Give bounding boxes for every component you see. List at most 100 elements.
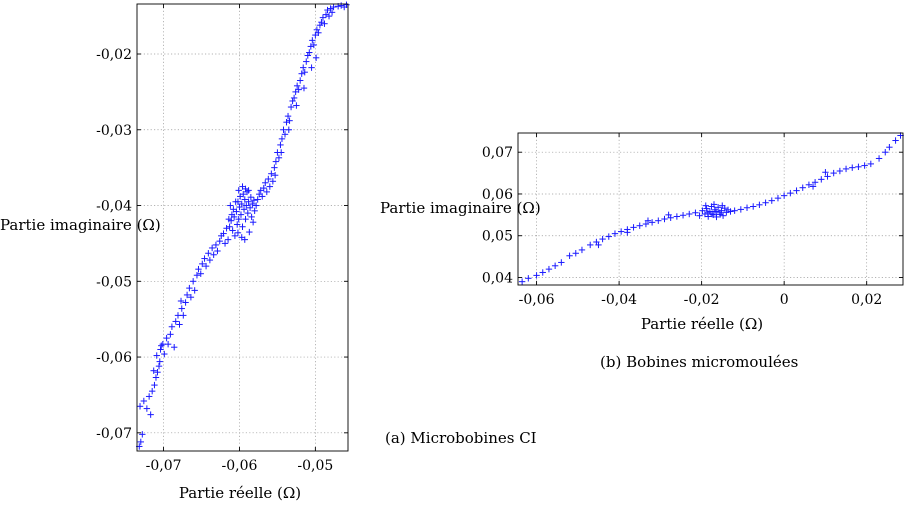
chart-b-frame [517, 132, 904, 286]
scatter-point [321, 20, 328, 27]
scatter-point [696, 212, 703, 219]
scatter-point [284, 112, 292, 120]
scatter-point [268, 170, 275, 177]
scatter-point [271, 172, 279, 179]
scatter-point [287, 103, 295, 111]
scatter-point [197, 270, 204, 277]
scatter-point [168, 323, 176, 330]
scatter-point [551, 262, 559, 269]
scatter-point [206, 256, 214, 264]
scatter-point [224, 236, 232, 243]
scatter-point [252, 202, 260, 209]
scatter-point [304, 52, 311, 59]
scatter-point [518, 278, 526, 285]
scatter-point [699, 207, 706, 214]
scatter-point [319, 14, 327, 21]
scatter-point [259, 193, 266, 200]
scatter-point [143, 405, 151, 412]
scatter-point [277, 141, 284, 149]
scatter-point [157, 346, 164, 353]
scatter-point [599, 235, 606, 243]
chart-b-xlabel: Partie réelle (Ω) [641, 315, 763, 333]
scatter-point [205, 250, 212, 257]
scatter-point [644, 217, 652, 224]
scatter-point [250, 197, 258, 204]
scatter-point [830, 169, 837, 177]
scatter-point [886, 143, 893, 151]
scatter-point [679, 212, 687, 219]
scatter-point [855, 163, 862, 171]
scatter-point [221, 240, 229, 247]
scatter-point [836, 167, 844, 175]
scatter-point [737, 206, 745, 213]
scatter-point [316, 22, 324, 29]
scatter-point [163, 334, 170, 342]
x-tick-label: -0,06 [222, 458, 258, 474]
scatter-point [187, 294, 195, 301]
scatter-point [558, 259, 565, 266]
y-tick-label: -0,05 [96, 274, 132, 290]
scatter-point [189, 278, 197, 285]
y-tick-label: -0,06 [96, 350, 132, 366]
scatter-point [216, 237, 223, 245]
y-tick-label: 0,06 [482, 187, 513, 203]
scatter-point [731, 207, 738, 214]
scatter-point [303, 58, 310, 65]
scatter-point [578, 246, 586, 254]
scatter-point [692, 209, 699, 216]
scatter-point [233, 221, 241, 228]
scatter-point [193, 272, 201, 279]
scatter-point [805, 181, 813, 188]
scatter-point [177, 297, 185, 305]
scatter-point [712, 208, 720, 215]
scatter-point [158, 342, 165, 349]
scatter-point [306, 49, 313, 56]
scatter-point [182, 299, 189, 306]
scatter-point [875, 155, 883, 162]
scatter-point [262, 179, 269, 186]
scatter-point [278, 135, 286, 143]
scatter-point [199, 260, 206, 268]
scatter-point [809, 183, 817, 190]
scatter-point [322, 11, 330, 18]
scatter-point [176, 321, 183, 328]
scatter-point [572, 250, 579, 257]
chart-b-points [518, 132, 904, 285]
chart-a-points [136, 1, 350, 450]
scatter-point [566, 252, 573, 259]
scatter-point [161, 350, 168, 358]
scatter-point [301, 68, 308, 76]
scatter-point [178, 305, 185, 312]
scatter-point [525, 275, 532, 282]
scatter-point [155, 362, 163, 370]
scatter-point [140, 397, 148, 405]
scatter-point [799, 184, 806, 191]
scatter-point [892, 137, 899, 144]
scatter-point [630, 224, 637, 231]
scatter-point [281, 131, 289, 138]
scatter-point [719, 202, 726, 209]
scatter-point [714, 204, 722, 211]
y-tick-label: -0,07 [96, 426, 132, 442]
scatter-point [709, 211, 717, 219]
scatter-point [648, 219, 656, 226]
scatter-point [703, 205, 710, 212]
scatter-point [246, 228, 253, 236]
scatter-point [275, 154, 283, 161]
scatter-point [235, 215, 242, 223]
scatter-point [849, 164, 856, 171]
scatter-point [265, 175, 272, 183]
scatter-point [170, 344, 178, 351]
scatter-point [251, 207, 258, 215]
scatter-point [289, 97, 296, 105]
x-tick-label: -0,05 [297, 458, 333, 474]
scatter-point [272, 158, 280, 165]
scatter-point [139, 431, 146, 438]
scatter-point [240, 206, 248, 213]
y-tick-label: 0,07 [482, 145, 513, 161]
scatter-point [137, 438, 144, 446]
scatter-point [278, 149, 285, 156]
scatter-point [271, 164, 278, 171]
x-tick-label: -0,04 [601, 292, 637, 308]
scatter-point [225, 215, 233, 223]
